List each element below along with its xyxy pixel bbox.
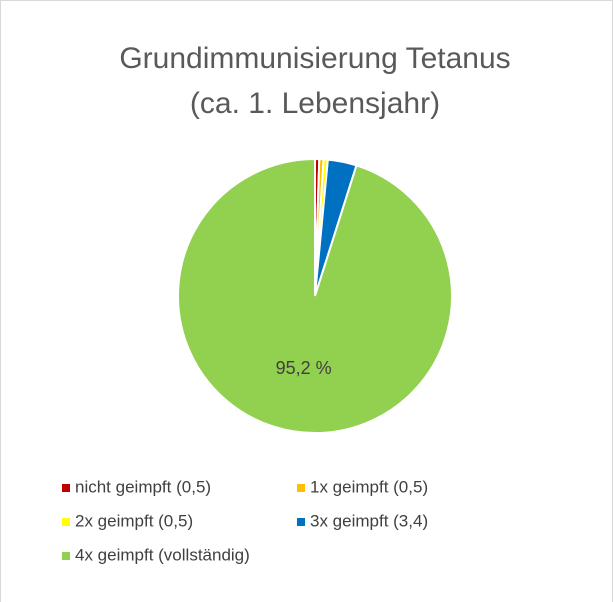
legend-label: nicht geimpft (0,5): [75, 477, 211, 496]
legend-label: 3x geimpft (3,4): [310, 511, 428, 530]
legend-label: 1x geimpft (0,5): [310, 477, 428, 496]
chart-title: Grundimmunisierung Tetanus: [119, 42, 510, 75]
legend-marker: [62, 552, 70, 560]
pie-slice: [177, 157, 453, 434]
legend-label: 2x geimpft (0,5): [75, 511, 193, 530]
data-label: 95,2 %: [276, 358, 332, 378]
legend-label: 4x geimpft (vollständig): [75, 545, 250, 564]
legend-marker: [62, 518, 70, 526]
legend-marker: [297, 484, 305, 492]
legend-marker: [297, 518, 305, 526]
legend-marker: [62, 484, 70, 492]
chart-subtitle: (ca. 1. Lebensjahr): [190, 87, 440, 120]
